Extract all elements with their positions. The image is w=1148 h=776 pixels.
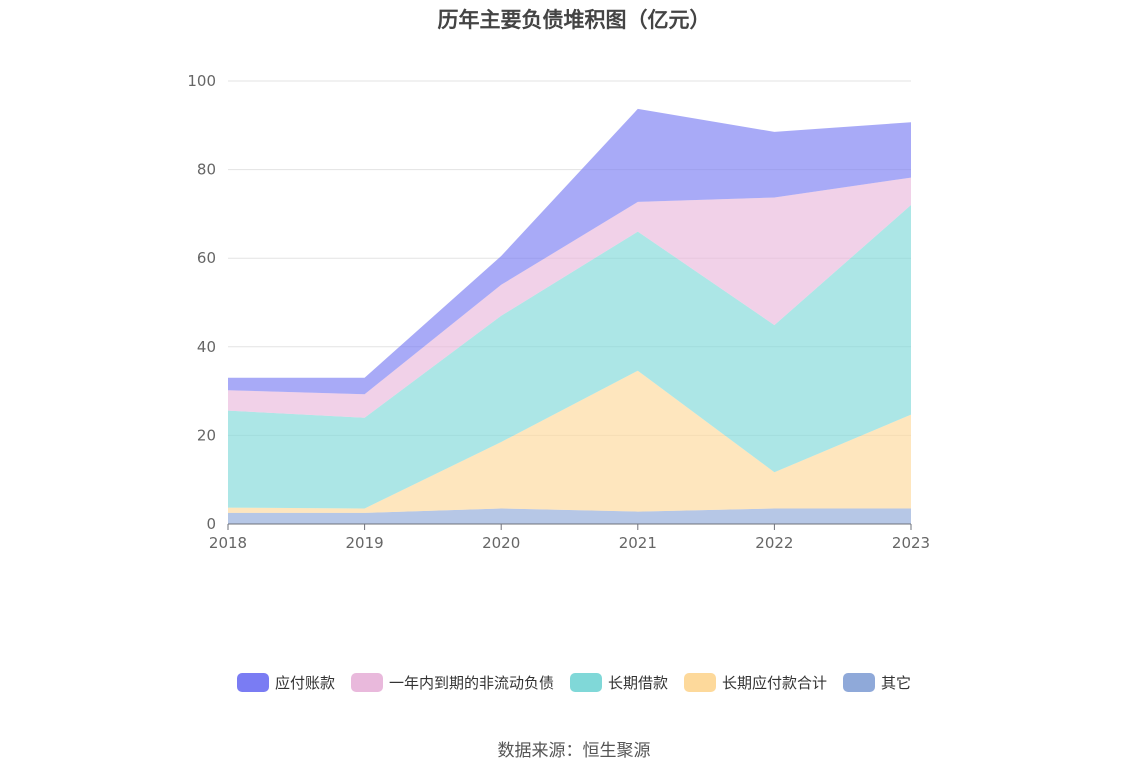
axes: 0 20 40 60 80 100 2018 2019 2020 2021 2022 2023 [187, 72, 930, 552]
area-series [228, 108, 911, 524]
legend-swatch [569, 673, 602, 692]
y-tick-label: 100 [187, 72, 216, 90]
x-tick-label: 2022 [755, 534, 793, 552]
legend-item[interactable]: 应付账款 [236, 672, 335, 693]
legend-label: 其它 [881, 674, 912, 692]
x-tick-label: 2018 [209, 534, 247, 552]
y-tick-label: 80 [197, 161, 216, 179]
legend: 应付账款 一年内到期的非流动负债 长期借款 长期应付款合计 其它 [0, 672, 1148, 693]
area-series-3 [228, 177, 911, 418]
data-source-note: 数据来源：恒生聚源 [497, 741, 651, 761]
area-series-1 [228, 370, 911, 513]
legend-swatch [843, 673, 876, 692]
area-series-4 [228, 108, 911, 395]
area-series-0 [228, 508, 911, 524]
chart-title: 历年主要负债堆积图（亿元） [437, 8, 711, 32]
x-tick-label: 2019 [346, 534, 384, 552]
x-tick-label: 2020 [482, 534, 520, 552]
y-tick-label: 0 [206, 515, 216, 533]
y-tick-label: 40 [197, 338, 216, 356]
x-tick-label: 2023 [892, 534, 930, 552]
area-series-2 [228, 205, 911, 509]
legend-item[interactable]: 长期应付款合计 [684, 672, 827, 693]
y-tick-label: 20 [197, 426, 216, 444]
legend-label: 一年内到期的非流动负债 [388, 674, 554, 692]
legend-swatch [350, 673, 383, 692]
legend-label: 长期应付款合计 [722, 674, 828, 692]
legend-label: 长期借款 [607, 674, 668, 692]
legend-label: 应付账款 [274, 674, 335, 692]
x-tick-label: 2021 [619, 534, 657, 552]
legend-swatch [236, 673, 269, 692]
y-tick-label: 60 [197, 249, 216, 267]
legend-item[interactable]: 长期借款 [569, 672, 668, 693]
legend-swatch [684, 673, 716, 692]
legend-item[interactable]: 一年内到期的非流动负债 [350, 672, 554, 693]
legend-item[interactable]: 其它 [843, 672, 911, 693]
